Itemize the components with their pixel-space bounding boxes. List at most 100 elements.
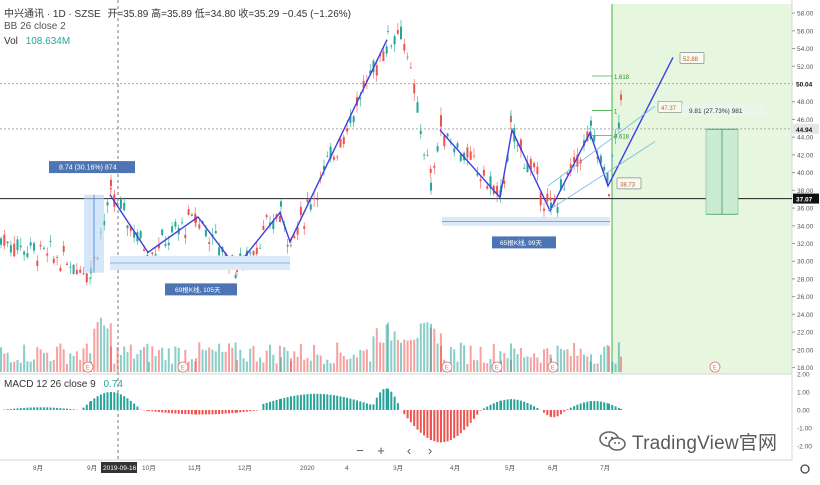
macd-bar <box>158 410 160 412</box>
macd-bar <box>59 408 61 410</box>
volume-bar <box>218 344 220 372</box>
macd-bar <box>333 395 335 410</box>
volume-bar <box>310 361 312 372</box>
macd-bar <box>590 401 592 410</box>
candle <box>470 151 472 159</box>
candle <box>59 268 61 271</box>
volume-bar <box>120 355 122 372</box>
zoom-in-button[interactable]: + <box>373 443 389 459</box>
macd-bar <box>249 410 251 411</box>
macd-bar <box>36 407 38 410</box>
candle <box>503 181 505 184</box>
symbol-text: 中兴通讯 · 1D · SZSE <box>4 9 101 20</box>
volume-bar <box>287 351 289 372</box>
macd-bar <box>330 395 332 410</box>
event-marker-label: E <box>495 366 499 372</box>
macd-bar <box>269 402 271 410</box>
macd-bar <box>583 402 585 410</box>
volume-bar <box>272 355 274 372</box>
volume-bar <box>583 355 585 372</box>
volume-bar <box>212 350 214 372</box>
volume-bar <box>366 349 368 372</box>
price-tick-label: 34.00 <box>797 223 814 230</box>
settings-gear-icon[interactable] <box>801 465 809 473</box>
macd-bar <box>30 407 32 410</box>
candle <box>426 155 428 156</box>
volume-bar <box>533 353 535 372</box>
macd-bar <box>280 399 282 410</box>
macd-bar <box>151 410 153 411</box>
macd-bar <box>97 396 99 410</box>
macd-bar <box>423 410 425 436</box>
candle <box>0 238 2 244</box>
macd-bar <box>349 399 351 410</box>
volume-bar <box>13 362 15 372</box>
volume-bar <box>23 345 25 372</box>
macd-bar <box>573 406 575 410</box>
time-label: 8月 <box>33 464 43 472</box>
macd-label: MACD 12 26 close 9 <box>4 379 96 390</box>
macd-bar <box>215 410 217 414</box>
volume-bar <box>586 356 588 372</box>
volume-bar <box>225 352 227 372</box>
candle <box>33 243 35 250</box>
macd-bar <box>390 392 392 410</box>
macd-bar <box>382 389 384 410</box>
volume-bar <box>373 336 375 372</box>
candle <box>117 203 119 204</box>
macd-bar <box>530 405 532 410</box>
candle <box>453 149 455 153</box>
macd-bar <box>26 408 28 410</box>
price-tick-label: 48.00 <box>797 99 814 106</box>
volume-bar <box>426 322 428 372</box>
bb-legend: BB 26 close 2 <box>4 21 66 32</box>
volume-bar <box>50 361 52 372</box>
candle <box>413 84 415 93</box>
volume-bar <box>259 357 261 372</box>
candle <box>430 183 432 191</box>
macd-bar <box>510 399 512 410</box>
volume-bar <box>486 363 488 372</box>
volume-bar <box>483 363 485 372</box>
macd-bar <box>228 410 230 413</box>
macd-bar <box>496 402 498 410</box>
macd-bar <box>56 408 58 410</box>
candle <box>536 167 538 174</box>
macd-bar <box>130 401 132 410</box>
volume-bar <box>46 353 48 372</box>
macd-bar <box>20 408 22 410</box>
candle <box>46 254 48 256</box>
price-tick-label: 40.00 <box>797 170 814 177</box>
volume-bar <box>340 353 342 372</box>
macd-bar <box>576 405 578 410</box>
target-mid-label: 47.37 <box>661 106 677 112</box>
time-label: 3月 <box>393 464 403 472</box>
macd-bar <box>323 394 325 410</box>
zoom-out-button[interactable]: − <box>352 443 368 459</box>
macd-bar <box>407 410 409 418</box>
macd-bar <box>426 410 428 438</box>
macd-bar <box>300 395 302 410</box>
macd-bar <box>513 399 515 410</box>
macd-tick-label: -1.00 <box>797 426 812 433</box>
price-tick-label: 26.00 <box>797 294 814 301</box>
candle <box>79 270 81 273</box>
macd-bar <box>476 410 478 415</box>
volume-bar <box>191 359 193 372</box>
candle <box>336 157 338 158</box>
candle <box>300 207 302 215</box>
macd-bar <box>563 410 565 412</box>
scroll-right-button[interactable]: › <box>422 443 438 459</box>
candle <box>620 95 622 100</box>
volume-bar <box>171 364 173 372</box>
candle <box>262 226 264 230</box>
macd-bar <box>120 394 122 410</box>
macd-bar <box>310 394 312 410</box>
macd-bar <box>46 407 48 410</box>
candle <box>140 231 142 238</box>
candle <box>417 102 419 113</box>
macd-bar <box>123 396 125 410</box>
volume-bar <box>433 329 435 372</box>
scroll-left-button[interactable]: ‹ <box>401 443 417 459</box>
